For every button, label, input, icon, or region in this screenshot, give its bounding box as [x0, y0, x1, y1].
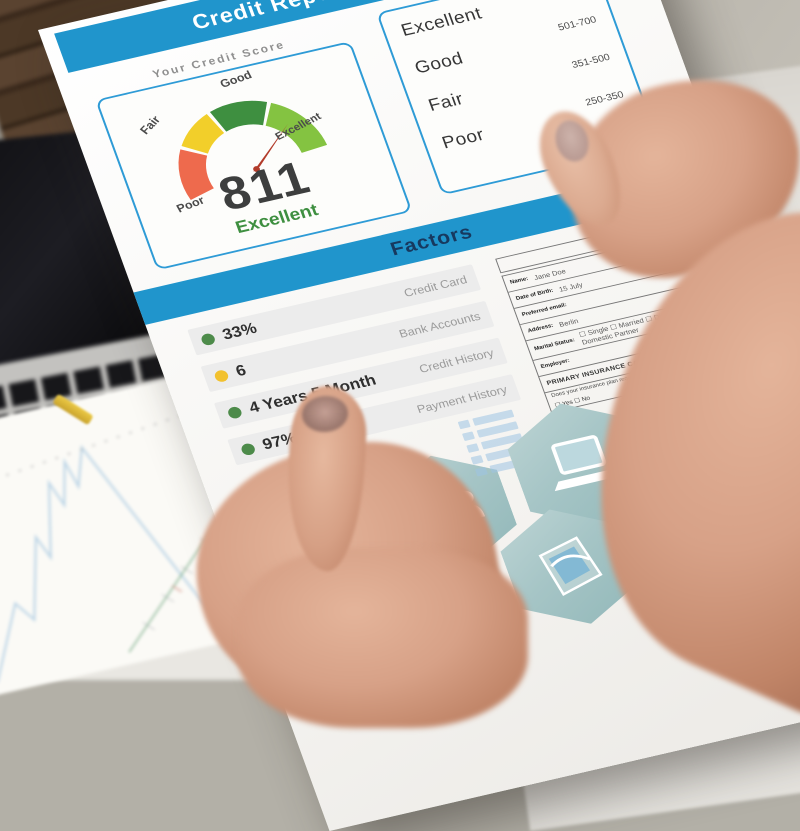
field-label: Name: — [509, 276, 530, 286]
left-wrist — [238, 548, 528, 728]
field-value: Berlin — [557, 316, 580, 329]
field-label: Employer: — [540, 358, 571, 370]
field-label: Address: — [527, 323, 555, 335]
field-value: Jane Doe — [532, 266, 567, 282]
factor-label: Credit Card — [402, 273, 469, 300]
factors-title: Factors — [387, 221, 476, 260]
score-section: Your Credit Score Fair Good Poor Excelle… — [58, 0, 712, 277]
status-dot — [226, 405, 244, 420]
factor-value: 6 — [233, 361, 249, 380]
factor-value: 33% — [220, 319, 260, 344]
status-dot — [239, 441, 257, 456]
score-column: Your Credit Score Fair Good Poor Excelle… — [88, 21, 413, 271]
field-label: Marital Status: — [533, 337, 576, 353]
status-dot — [199, 331, 217, 346]
field-label: Date of Birth: — [515, 288, 555, 302]
document-icon — [513, 516, 628, 618]
range-label: Excellent — [398, 4, 485, 41]
factor-label: Credit History — [417, 346, 496, 376]
document-hexagon — [490, 496, 650, 638]
score-gauge-icon — [178, 100, 328, 201]
status-dot — [213, 368, 230, 383]
score-gauge-box: Fair Good Poor Excellent 811 Excellent — [95, 41, 413, 271]
field-value: 15 July — [557, 280, 584, 294]
factor-label: Bank Accounts — [397, 309, 483, 341]
